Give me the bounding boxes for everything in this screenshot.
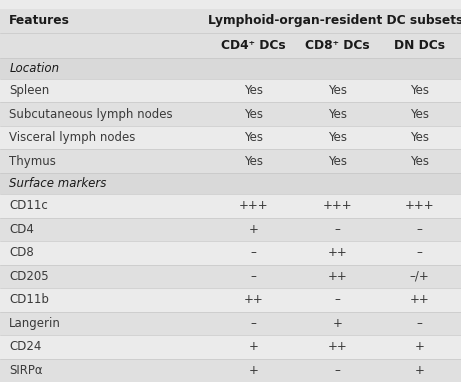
Text: CD11b: CD11b xyxy=(9,293,49,306)
Text: ++: ++ xyxy=(244,293,263,306)
Text: CD8: CD8 xyxy=(9,246,34,259)
Text: –: – xyxy=(251,317,256,330)
Bar xyxy=(0,8,461,33)
Bar xyxy=(0,79,461,102)
Text: –: – xyxy=(251,246,256,259)
Bar xyxy=(0,58,461,79)
Text: Visceral lymph nodes: Visceral lymph nodes xyxy=(9,131,136,144)
Text: ++: ++ xyxy=(328,340,348,353)
Text: Yes: Yes xyxy=(328,84,347,97)
Bar xyxy=(0,33,461,58)
Text: +: + xyxy=(248,340,259,353)
Text: +++: +++ xyxy=(405,199,434,212)
Bar xyxy=(0,288,461,312)
Text: CD11c: CD11c xyxy=(9,199,48,212)
Bar xyxy=(0,359,461,382)
Bar xyxy=(0,218,461,241)
Bar xyxy=(0,173,461,194)
Text: +++: +++ xyxy=(239,199,268,212)
Text: Lymphoid-organ-resident DC subsets: Lymphoid-organ-resident DC subsets xyxy=(208,14,461,27)
Text: +: + xyxy=(248,223,259,236)
Text: Yes: Yes xyxy=(244,84,263,97)
Text: Yes: Yes xyxy=(328,131,347,144)
Text: +: + xyxy=(333,317,343,330)
Text: –: – xyxy=(417,246,422,259)
Bar xyxy=(0,312,461,335)
Text: +: + xyxy=(248,364,259,377)
Text: –/+: –/+ xyxy=(410,270,429,283)
Text: CD24: CD24 xyxy=(9,340,41,353)
Text: Yes: Yes xyxy=(410,108,429,121)
Text: Yes: Yes xyxy=(410,155,429,168)
Text: +++: +++ xyxy=(323,199,353,212)
Text: Features: Features xyxy=(9,14,70,27)
Bar xyxy=(0,126,461,149)
Text: Spleen: Spleen xyxy=(9,84,49,97)
Text: +: + xyxy=(414,364,425,377)
Bar xyxy=(0,149,461,173)
Text: Yes: Yes xyxy=(328,108,347,121)
Text: ++: ++ xyxy=(328,246,348,259)
Text: Yes: Yes xyxy=(244,131,263,144)
Text: Yes: Yes xyxy=(244,108,263,121)
Bar xyxy=(0,241,461,265)
Text: Location: Location xyxy=(9,62,59,75)
Bar xyxy=(0,102,461,126)
Text: CD205: CD205 xyxy=(9,270,49,283)
Text: –: – xyxy=(417,223,422,236)
Text: CD4: CD4 xyxy=(9,223,34,236)
Text: +: + xyxy=(414,340,425,353)
Text: –: – xyxy=(335,293,341,306)
Text: –: – xyxy=(335,223,341,236)
Text: CD8⁺ DCs: CD8⁺ DCs xyxy=(305,39,370,52)
Text: SIRPα: SIRPα xyxy=(9,364,43,377)
Bar xyxy=(0,335,461,359)
Text: –: – xyxy=(417,317,422,330)
Bar xyxy=(0,265,461,288)
Text: Yes: Yes xyxy=(410,131,429,144)
Text: Thymus: Thymus xyxy=(9,155,56,168)
Text: Yes: Yes xyxy=(244,155,263,168)
Text: Subcutaneous lymph nodes: Subcutaneous lymph nodes xyxy=(9,108,173,121)
Text: –: – xyxy=(251,270,256,283)
Text: Surface markers: Surface markers xyxy=(9,177,106,190)
Bar xyxy=(0,0,461,8)
Text: Yes: Yes xyxy=(328,155,347,168)
Text: ++: ++ xyxy=(410,293,429,306)
Text: Langerin: Langerin xyxy=(9,317,61,330)
Text: Yes: Yes xyxy=(410,84,429,97)
Text: CD4⁺ DCs: CD4⁺ DCs xyxy=(221,39,286,52)
Text: DN DCs: DN DCs xyxy=(394,39,445,52)
Text: –: – xyxy=(335,364,341,377)
Bar xyxy=(0,194,461,218)
Text: ++: ++ xyxy=(328,270,348,283)
